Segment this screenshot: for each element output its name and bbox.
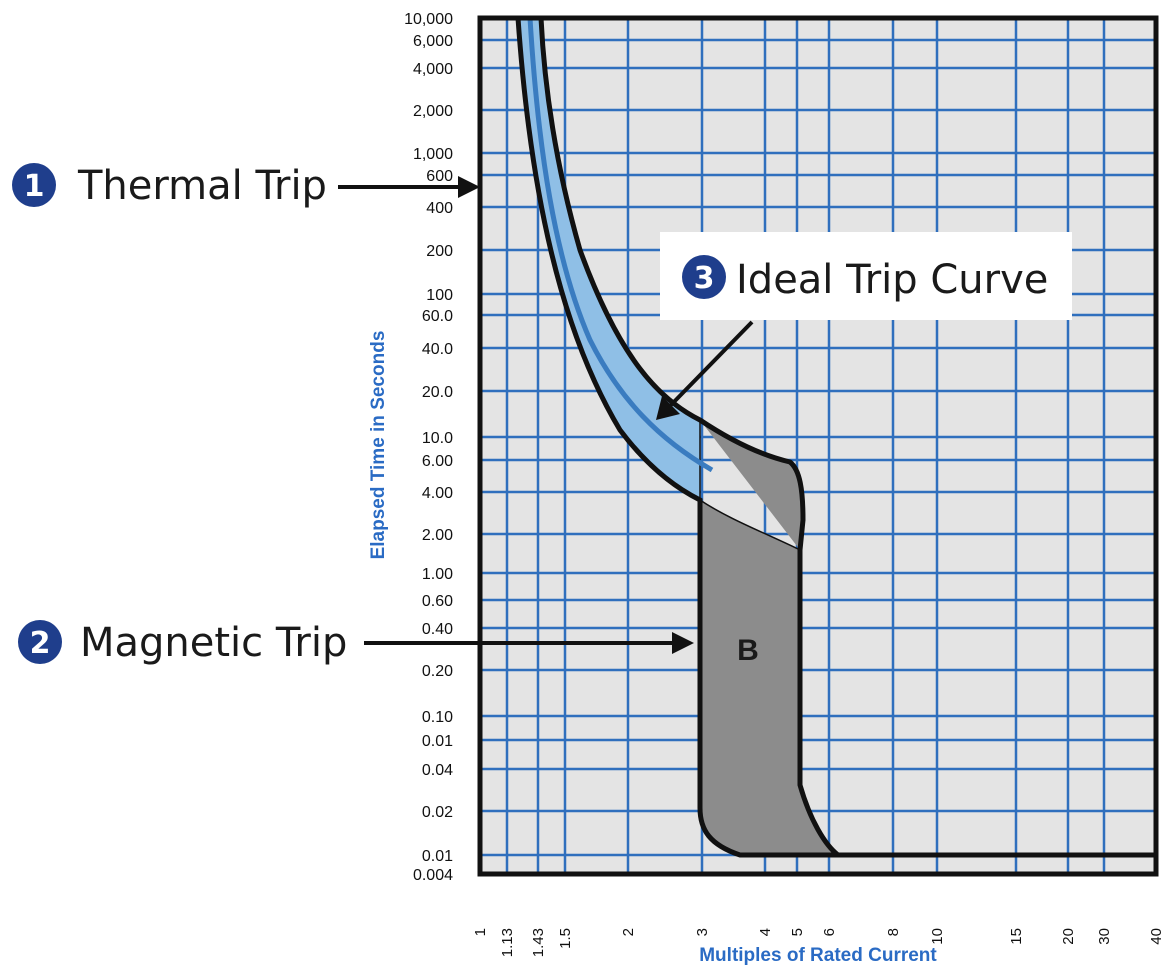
magnetic-trip-arrow-head bbox=[672, 632, 694, 654]
thermal-trip-arrow-head bbox=[458, 176, 480, 198]
x-tick-label: 1.13 bbox=[499, 928, 516, 957]
y-tick-label: 60.0 bbox=[422, 308, 453, 325]
y-tick-label: 0.04 bbox=[422, 762, 453, 779]
y-tick-label: 1.00 bbox=[422, 566, 453, 583]
vertical-gridlines bbox=[505, 18, 1106, 874]
y-tick-label: 2.00 bbox=[422, 527, 453, 544]
y-tick-label: 0.01 bbox=[422, 733, 453, 750]
x-tick-label: 15 bbox=[1008, 928, 1025, 945]
y-tick-label: 600 bbox=[426, 168, 453, 185]
badge-3-number: 3 bbox=[694, 261, 715, 296]
x-tick-label: 20 bbox=[1060, 928, 1077, 945]
x-tick-label: 5 bbox=[789, 928, 806, 936]
x-tick-label: 40 bbox=[1148, 928, 1165, 945]
ideal-trip-arrow-shaft bbox=[666, 320, 754, 410]
x-tick-labels: 1 1.13 1.43 1.5 2 3 4 5 6 8 10 15 20 30 40 bbox=[472, 928, 1165, 957]
plot-frame bbox=[477, 15, 1159, 877]
x-tick-label: 30 bbox=[1096, 928, 1113, 945]
magnetic-trip-callout: 2 Magnetic Trip bbox=[18, 620, 694, 666]
y-tick-labels: 10,000 6,000 4,000 2,000 1,000 600 400 200 100 60… bbox=[404, 11, 453, 884]
badge-1 bbox=[12, 163, 56, 207]
ideal-trip-label: Ideal Trip Curve bbox=[736, 257, 1048, 303]
x-tick-label: 10 bbox=[929, 928, 946, 945]
y-tick-label: 0.02 bbox=[422, 804, 453, 821]
magnetic-tolerance-band bbox=[700, 420, 838, 855]
curve-type-label: B bbox=[737, 634, 759, 667]
band-outline-left bbox=[515, 17, 1156, 858]
x-tick-label: 1.43 bbox=[530, 928, 547, 957]
y-tick-label: 200 bbox=[426, 243, 453, 260]
y-tick-label: 6.00 bbox=[422, 453, 453, 470]
badge-1-number: 1 bbox=[24, 169, 45, 204]
y-tick-label: 40.0 bbox=[422, 341, 453, 358]
y-axis-label: Elapsed Time in Seconds bbox=[368, 331, 389, 560]
y-tick-label: 1,000 bbox=[413, 146, 453, 163]
x-tick-label: 3 bbox=[694, 928, 711, 936]
y-tick-label: 10,000 bbox=[404, 11, 453, 28]
magnetic-trip-label: Magnetic Trip bbox=[80, 620, 347, 666]
y-tick-label: 2,000 bbox=[413, 103, 453, 120]
thermal-trip-label: Thermal Trip bbox=[77, 163, 327, 209]
x-tick-label: 1.5 bbox=[557, 928, 574, 949]
y-tick-label: 6,000 bbox=[413, 33, 453, 50]
y-tick-label: 4,000 bbox=[413, 61, 453, 78]
x-tick-label: 1 bbox=[472, 928, 489, 936]
y-tick-label: 0.10 bbox=[422, 709, 453, 726]
x-tick-label: 6 bbox=[821, 928, 838, 936]
y-tick-label: 400 bbox=[426, 200, 453, 217]
y-tick-label: 100 bbox=[426, 287, 453, 304]
y-tick-label: 0.20 bbox=[422, 663, 453, 680]
y-tick-label: 4.00 bbox=[422, 485, 453, 502]
ideal-trip-callout: 3 Ideal Trip Curve bbox=[656, 232, 1072, 420]
x-axis-label: Multiples of Rated Current bbox=[699, 945, 937, 966]
y-tick-label: 0.60 bbox=[422, 593, 453, 610]
thermal-trip-callout: 1 Thermal Trip bbox=[12, 163, 480, 209]
y-tick-label: 0.004 bbox=[413, 867, 453, 884]
y-tick-label: 10.0 bbox=[422, 430, 453, 447]
y-tick-label: 20.0 bbox=[422, 384, 453, 401]
badge-2-number: 2 bbox=[30, 626, 51, 661]
ideal-trip-arrow-head bbox=[656, 396, 680, 420]
band-inner-divider bbox=[699, 499, 801, 551]
plot-background bbox=[480, 18, 1156, 874]
badge-2 bbox=[18, 620, 62, 664]
x-tick-label: 8 bbox=[885, 928, 902, 936]
y-tick-label: 0.40 bbox=[422, 621, 453, 638]
badge-3 bbox=[682, 255, 726, 299]
ideal-trip-curve bbox=[527, 17, 714, 473]
ideal-trip-callout-box bbox=[660, 232, 1072, 320]
x-tick-label: 2 bbox=[620, 928, 637, 936]
y-tick-label: 0.01 bbox=[422, 848, 453, 865]
x-tick-label: 4 bbox=[757, 928, 774, 936]
